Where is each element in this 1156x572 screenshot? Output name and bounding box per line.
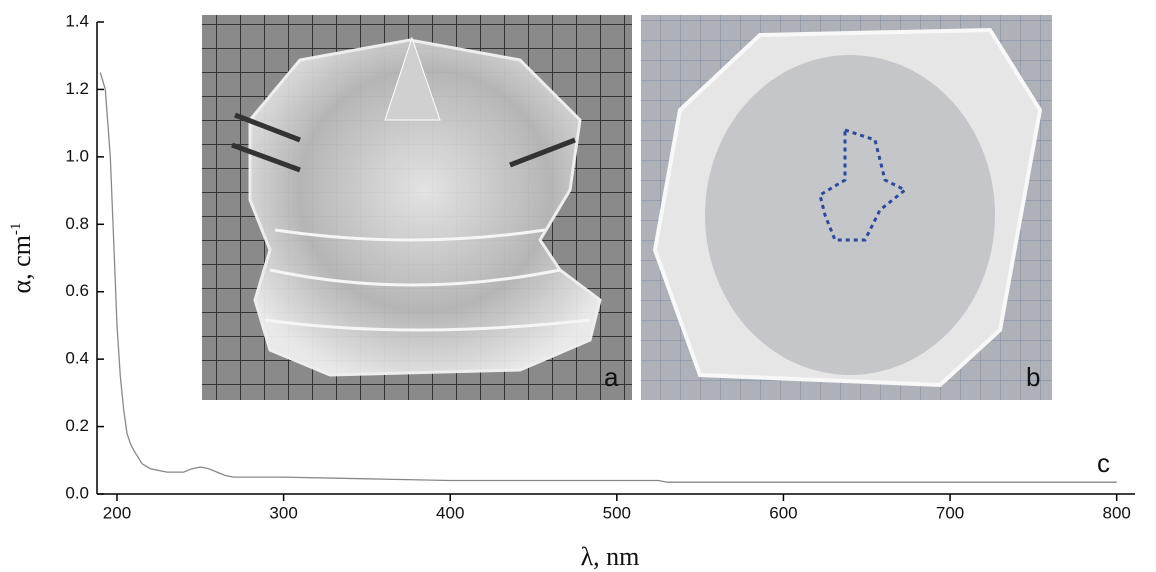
x-tick-label: 600: [769, 503, 797, 522]
y-tick-label: 0.4: [65, 349, 89, 368]
y-tick-label: 1.4: [65, 11, 89, 30]
y-tick-label: 0.8: [65, 214, 89, 233]
x-axis-title: λ, nm: [581, 542, 640, 571]
y-axis-title: α, cm-1: [7, 223, 36, 294]
x-tick-label: 800: [1102, 503, 1130, 522]
y-tick-label: 0.6: [65, 281, 89, 300]
photo-label: b: [1026, 362, 1040, 392]
x-tick-label: 300: [269, 503, 297, 522]
x-tick-label: 200: [103, 503, 131, 522]
y-tick-label: 0.0: [65, 483, 89, 502]
y-axis-title-main: α, cm: [7, 235, 36, 293]
y-tick-label: 1.2: [65, 79, 89, 98]
curve-label: c: [1097, 448, 1110, 478]
x-tick-label: 400: [436, 503, 464, 522]
y-axis-title-sup: -1: [8, 223, 24, 236]
y-tick-label: 0.2: [65, 416, 89, 435]
photo-label: a: [604, 362, 619, 392]
x-tick-label: 500: [603, 503, 631, 522]
photo-b: [641, 15, 1052, 400]
x-tick-label: 700: [936, 503, 964, 522]
chart: λ, nm α, cm-1 a b c 0.0 0.2 0.4 0.6 0.8 1.0 1.…: [0, 0, 1156, 572]
y-tick-label: 1.0: [65, 146, 89, 165]
photo-a: [202, 15, 632, 400]
